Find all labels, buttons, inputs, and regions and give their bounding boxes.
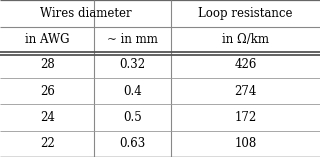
Text: in Ω/km: in Ω/km — [222, 33, 269, 46]
Text: Loop resistance: Loop resistance — [198, 7, 293, 20]
Text: in AWG: in AWG — [25, 33, 69, 46]
Text: 22: 22 — [40, 137, 55, 150]
Text: 0.5: 0.5 — [124, 111, 142, 124]
Text: 0.63: 0.63 — [120, 137, 146, 150]
Text: 0.4: 0.4 — [124, 85, 142, 98]
Text: ~ in mm: ~ in mm — [108, 33, 158, 46]
Text: 172: 172 — [235, 111, 257, 124]
Text: 28: 28 — [40, 58, 55, 71]
Text: 26: 26 — [40, 85, 55, 98]
Text: 24: 24 — [40, 111, 55, 124]
Text: 0.32: 0.32 — [120, 58, 146, 71]
Text: 426: 426 — [235, 58, 257, 71]
Text: 108: 108 — [235, 137, 257, 150]
Text: Wires diameter: Wires diameter — [40, 7, 132, 20]
Text: 274: 274 — [235, 85, 257, 98]
